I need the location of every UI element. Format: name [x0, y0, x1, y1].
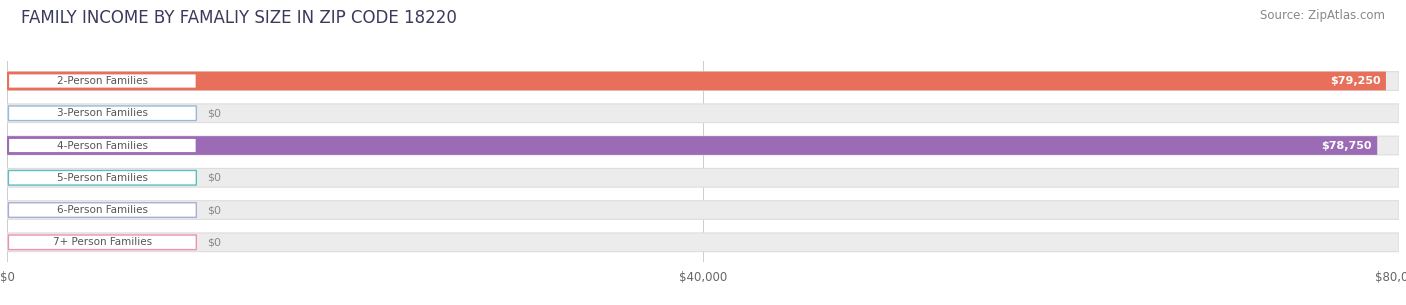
FancyBboxPatch shape	[7, 233, 1399, 252]
Text: Source: ZipAtlas.com: Source: ZipAtlas.com	[1260, 9, 1385, 22]
Text: $0: $0	[208, 205, 222, 215]
FancyBboxPatch shape	[7, 72, 1399, 90]
Text: $78,750: $78,750	[1322, 141, 1372, 151]
FancyBboxPatch shape	[7, 136, 1378, 155]
Text: 2-Person Families: 2-Person Families	[56, 76, 148, 86]
FancyBboxPatch shape	[8, 203, 197, 217]
FancyBboxPatch shape	[8, 235, 197, 249]
Text: $0: $0	[208, 108, 222, 118]
FancyBboxPatch shape	[7, 168, 1399, 187]
FancyBboxPatch shape	[8, 74, 197, 88]
FancyBboxPatch shape	[7, 201, 1399, 219]
Text: 4-Person Families: 4-Person Families	[56, 141, 148, 151]
FancyBboxPatch shape	[8, 170, 197, 185]
Text: FAMILY INCOME BY FAMALIY SIZE IN ZIP CODE 18220: FAMILY INCOME BY FAMALIY SIZE IN ZIP COD…	[21, 9, 457, 27]
Text: $0: $0	[208, 237, 222, 247]
FancyBboxPatch shape	[8, 138, 197, 153]
Text: $79,250: $79,250	[1330, 76, 1381, 86]
FancyBboxPatch shape	[7, 104, 1399, 123]
Text: $0: $0	[208, 173, 222, 183]
Text: 5-Person Families: 5-Person Families	[56, 173, 148, 183]
Text: 6-Person Families: 6-Person Families	[56, 205, 148, 215]
FancyBboxPatch shape	[7, 72, 1386, 90]
FancyBboxPatch shape	[8, 106, 197, 120]
Text: 7+ Person Families: 7+ Person Families	[53, 237, 152, 247]
Text: 3-Person Families: 3-Person Families	[56, 108, 148, 118]
FancyBboxPatch shape	[7, 136, 1399, 155]
